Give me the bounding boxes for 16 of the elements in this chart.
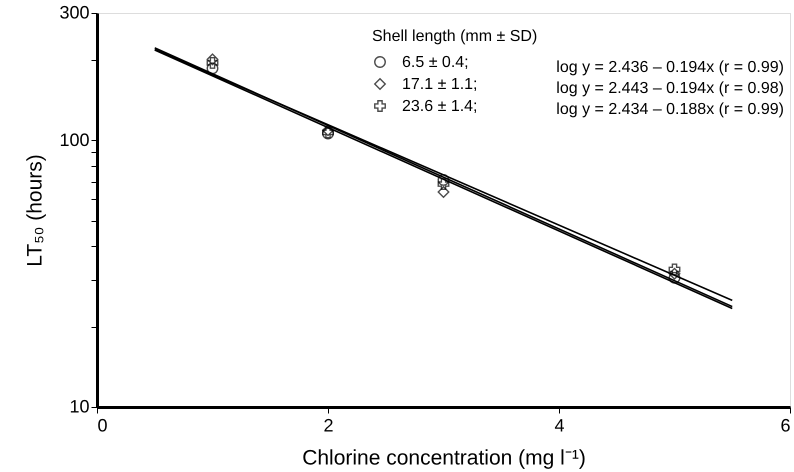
y-axis-title: LT₅₀ (hours) bbox=[23, 154, 46, 267]
annotation: log y = 2.434 – 0.188x (r = 0.99) bbox=[556, 101, 784, 118]
x-tick-label: 2 bbox=[323, 416, 334, 436]
annotation: log y = 2.443 – 0.194x (r = 0.98) bbox=[556, 80, 784, 97]
legend-title: Shell length (mm ± SD) bbox=[372, 28, 538, 45]
x-tick-label: 6 bbox=[780, 416, 790, 436]
legend-label: 6.5 ± 0.4; bbox=[402, 54, 469, 71]
annotation: log y = 2.436 – 0.194x (r = 0.99) bbox=[556, 59, 784, 76]
y-tick-label: 10 bbox=[69, 396, 90, 416]
x-axis-title: Chlorine concentration (mg l⁻¹) bbox=[302, 446, 586, 470]
legend-label: 17.1 ± 1.1; bbox=[402, 76, 478, 93]
legend-label: 23.6 ± 1.4; bbox=[402, 98, 478, 115]
y-tick-label: 100 bbox=[59, 130, 90, 150]
y-tick-label: 300 bbox=[59, 2, 90, 22]
x-tick-label: 0 bbox=[98, 416, 108, 436]
x-tick-label: 4 bbox=[554, 416, 565, 436]
